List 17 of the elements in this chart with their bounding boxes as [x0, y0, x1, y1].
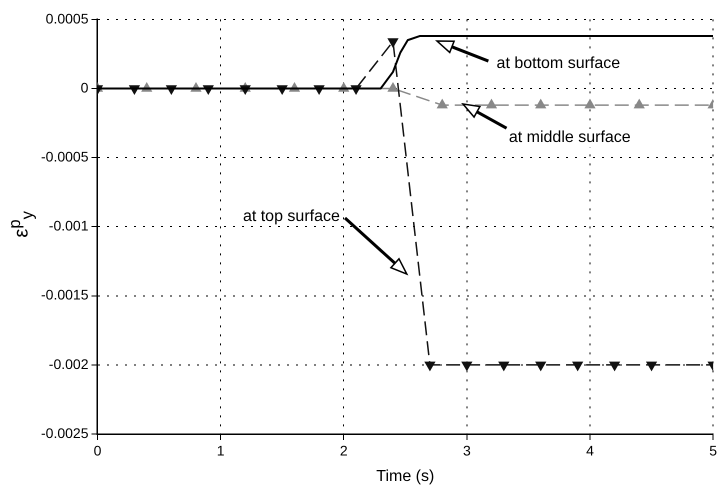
annotation: at middle surface	[506, 128, 633, 147]
x-tick-label: 5	[709, 442, 718, 458]
x-tick-label: 2	[340, 442, 348, 458]
y-tick-label: 0	[80, 79, 89, 96]
y-tick-label: -0.001	[48, 218, 89, 234]
y-tick-label: -0.0025	[41, 424, 89, 441]
x-axis-title: Time (s)	[376, 468, 434, 485]
y-tick-label: -0.0005	[41, 148, 89, 164]
annotation: at bottom surface	[494, 54, 622, 73]
x-tick-label: 4	[586, 442, 594, 458]
y-tick-label: -0.0015	[41, 286, 89, 303]
annotation: at top surface	[240, 208, 342, 226]
x-tick-label: 3	[462, 442, 471, 458]
y-tick-label: 0.0005	[46, 10, 89, 26]
x-tick-label: 0	[94, 442, 102, 458]
y-tick-label: -0.002	[48, 356, 89, 372]
x-tick-label: 1	[216, 442, 225, 458]
